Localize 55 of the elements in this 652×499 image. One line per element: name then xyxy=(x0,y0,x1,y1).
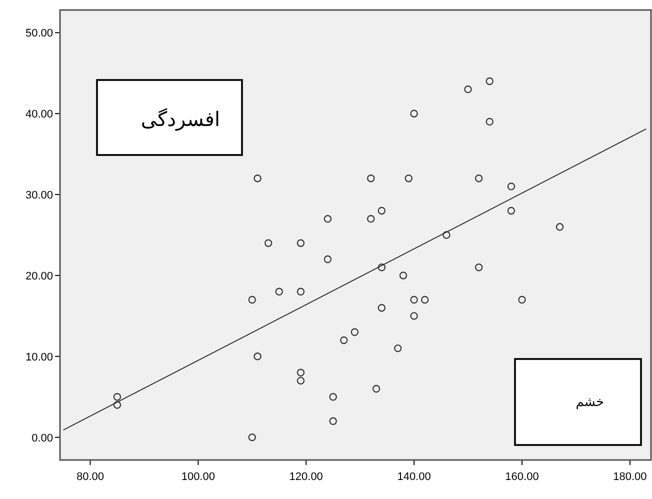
point xyxy=(394,344,402,352)
point xyxy=(113,393,122,401)
point xyxy=(404,174,413,182)
point xyxy=(486,77,494,86)
point xyxy=(378,206,386,215)
x-tick-label: 160.00 xyxy=(505,471,539,483)
point xyxy=(248,433,256,442)
point xyxy=(507,182,516,190)
point xyxy=(350,328,359,336)
point xyxy=(372,384,380,393)
point xyxy=(275,288,283,296)
y-tick-label: 0.00 xyxy=(32,432,53,444)
x-tick-label: 120.00 xyxy=(289,471,323,483)
point xyxy=(474,174,483,182)
point xyxy=(367,174,375,182)
point xyxy=(296,376,305,385)
y-tick-label: 10.00 xyxy=(25,351,53,364)
point xyxy=(296,368,305,376)
point xyxy=(421,296,429,304)
point xyxy=(264,239,272,247)
point xyxy=(324,255,332,264)
x-tick-label: 140.00 xyxy=(397,471,431,483)
point xyxy=(556,223,564,231)
point xyxy=(254,352,262,360)
point xyxy=(486,118,494,126)
point xyxy=(340,336,348,344)
point xyxy=(518,296,526,304)
point xyxy=(410,110,418,118)
y-tick-label: 50.00 xyxy=(25,28,53,40)
point xyxy=(378,264,386,272)
point xyxy=(399,272,408,280)
annotation: افسردگی xyxy=(140,107,220,131)
annotation: خشم xyxy=(576,395,604,410)
point xyxy=(507,206,516,215)
point xyxy=(324,214,332,223)
point xyxy=(367,214,375,223)
x-tick-label: 180.00 xyxy=(613,471,647,483)
point xyxy=(442,231,450,239)
point xyxy=(248,296,256,304)
x-tick-label: 80.00 xyxy=(76,471,104,483)
point xyxy=(296,288,305,296)
point xyxy=(329,393,337,401)
point xyxy=(254,174,262,182)
point xyxy=(113,401,122,409)
point xyxy=(296,239,305,247)
point xyxy=(410,312,418,320)
point xyxy=(329,417,337,425)
x-tick-label: 100.00 xyxy=(181,471,215,483)
point xyxy=(410,296,418,304)
point xyxy=(474,264,483,272)
point xyxy=(378,304,386,312)
y-tick-label: 20.00 xyxy=(25,270,53,282)
point xyxy=(464,85,472,94)
y-tick-label: 30.00 xyxy=(25,190,53,202)
y-tick-label: 40.00 xyxy=(25,108,53,121)
